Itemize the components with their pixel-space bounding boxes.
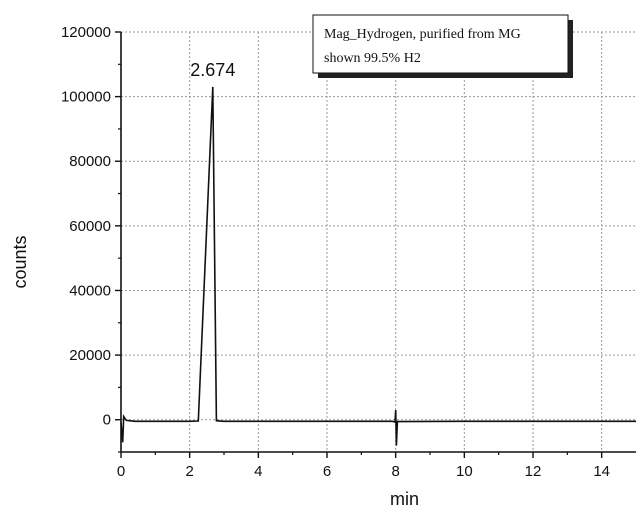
y-tick-label: 100000 (61, 89, 111, 106)
legend-line-2: shown 99.5% H2 (324, 51, 421, 66)
legend-box: Mag_Hydrogen, purified from MG shown 99.… (312, 14, 573, 78)
legend-line-1: Mag_Hydrogen, purified from MG (324, 27, 521, 42)
axes: 0 2 4 6 8 10 12 14 0 20000 40000 60000 80000 100000 12… (61, 24, 636, 480)
y-tick-label: 60000 (69, 218, 111, 235)
x-tick-label: 12 (525, 463, 542, 480)
x-axis-title: min (390, 489, 419, 509)
x-tick-label: 14 (593, 463, 610, 480)
y-tick-label: 0 (103, 412, 111, 429)
y-tick-label: 40000 (69, 282, 111, 299)
x-tick-label: 6 (323, 463, 331, 480)
x-tick-label: 4 (254, 463, 262, 480)
x-tick-label: 10 (456, 463, 473, 480)
x-tick-label: 8 (391, 463, 399, 480)
x-tick-label: 0 (117, 463, 125, 480)
x-tick-label: 2 (185, 463, 193, 480)
y-tick-label: 80000 (69, 153, 111, 170)
legend-frame (312, 14, 569, 74)
grid-lines (121, 31, 636, 452)
series-layer (120, 86, 636, 446)
y-tick-label: 120000 (61, 24, 111, 41)
series-line (120, 86, 636, 446)
y-tick-label: 20000 (69, 347, 111, 364)
peak-annotation: 2.674 (190, 60, 235, 80)
y-axis-title: counts (10, 235, 30, 288)
